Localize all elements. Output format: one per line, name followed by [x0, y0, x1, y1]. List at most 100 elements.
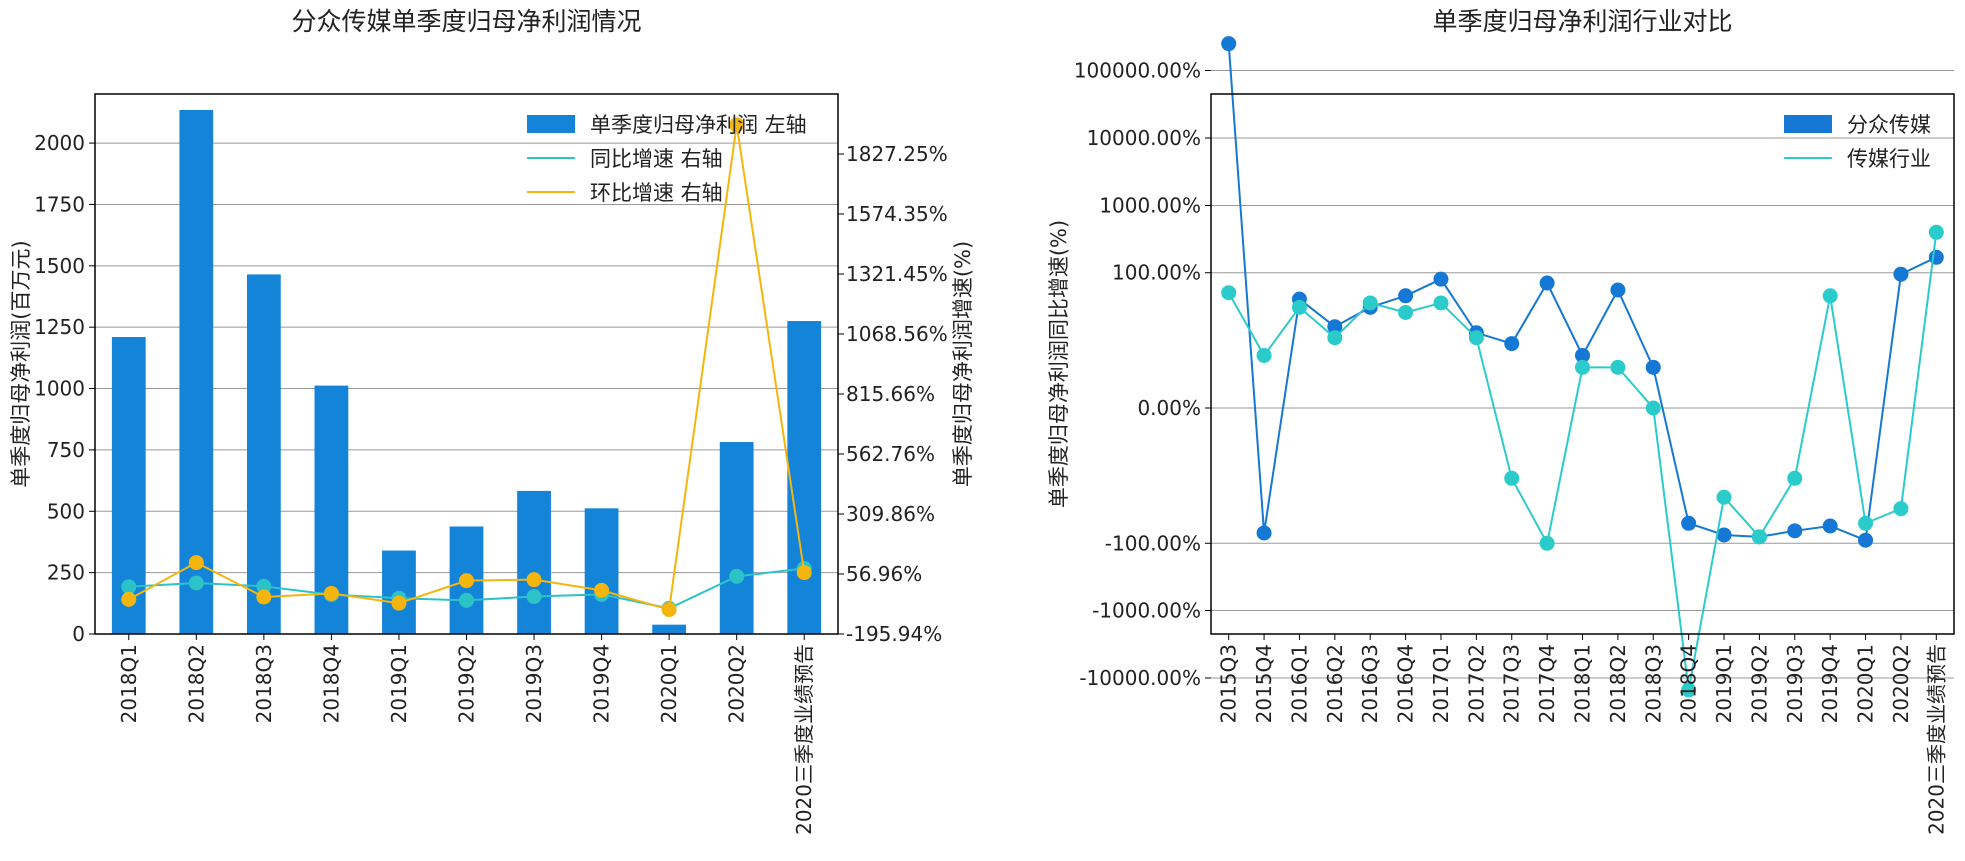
- chart-2-industry-point: [1822, 288, 1838, 304]
- chart-2-company-point: [1858, 532, 1874, 548]
- chart-1-y2tick-label: 1827.25%: [846, 142, 948, 166]
- chart-2-ytick-label: 10000.00%: [1087, 126, 1201, 150]
- chart-2-xtick-label: 2017Q1: [1429, 644, 1453, 723]
- chart-2-company-point: [1787, 523, 1803, 539]
- chart-1-legend-label: 单季度归母净利润 左轴: [590, 113, 807, 137]
- chart-1-ytick-label: 750: [47, 438, 85, 462]
- chart-2-industry-point: [1645, 400, 1661, 416]
- chart-2-industry-point: [1787, 470, 1803, 486]
- chart-1-yoy-point: [459, 592, 474, 608]
- chart-2: 单季度归母净利润行业对比 -10000.00% -1000.00% -100.00% 0…: [1047, 7, 1955, 835]
- chart-2-ytick-label: 0.00%: [1137, 396, 1201, 420]
- chart-1-legend-swatch: [527, 115, 575, 133]
- chart-2-xtick-label: 2017Q4: [1535, 644, 1559, 723]
- chart-1-ytick-label: 1750: [34, 192, 85, 216]
- chart-1-y2tick-label: 1321.45%: [846, 262, 948, 286]
- chart-2-industry-point: [1610, 359, 1626, 375]
- chart-2-ytick-label: -10000.00%: [1079, 666, 1201, 690]
- chart-2-company-point: [1398, 288, 1414, 304]
- chart-1-bar: [246, 274, 281, 634]
- chart-1: 分众传媒单季度归母净利润情况 0 250 500 750 1000 1250 1500 1750…: [9, 7, 975, 835]
- chart-2-industry-point: [1433, 295, 1449, 311]
- chart-1-qoq-point: [121, 591, 137, 607]
- chart-2-ytick-label: -100.00%: [1105, 531, 1201, 555]
- chart-1-yoy-point: [256, 578, 272, 594]
- chart-2-xtick-label: 2019Q2: [1747, 644, 1771, 723]
- chart-1-y2tick-label: 56.96%: [846, 562, 922, 586]
- chart-2-industry-point: [1575, 359, 1590, 375]
- chart-1-y2tick-label: -195.94%: [846, 622, 942, 646]
- chart-1-ylabel: 单季度归母净利润(百万元): [9, 240, 33, 487]
- chart-2-industry-point: [1716, 489, 1732, 505]
- chart-2-legend-label: 传媒行业: [1847, 147, 1931, 171]
- chart-1-xtick-label: 2018Q2: [184, 644, 208, 723]
- chart-1-qoq-point: [323, 585, 339, 601]
- chart-1-qoq-point: [256, 589, 272, 605]
- chart-2-ytick-label: -1000.00%: [1092, 599, 1201, 623]
- chart-2-xtick-label: 2015Q4: [1252, 644, 1276, 723]
- chart-2-industry-point: [1256, 347, 1272, 363]
- chart-2-xtick-label: 2019Q4: [1818, 644, 1842, 723]
- chart-1-xtick-label: 2018Q1: [117, 644, 141, 723]
- chart-2-company-point: [1433, 271, 1449, 287]
- chart-2-company-point: [1221, 36, 1237, 52]
- chart-1-qoq-point: [661, 602, 677, 618]
- chart-2-xtick-label: 2017Q3: [1500, 644, 1524, 723]
- chart-2-industry-point: [1362, 295, 1378, 311]
- chart-1-qoq-point: [729, 117, 745, 133]
- chart-2-xtick-label: 2016Q2: [1323, 644, 1347, 723]
- chart-1-ytick-label: 1500: [34, 254, 85, 278]
- chart-1-xtick-label: 2019Q1: [387, 644, 411, 723]
- chart-1-bar: [719, 442, 754, 634]
- chart-1-yoy-point: [526, 589, 542, 605]
- chart-1-y2label: 单季度归母净利润增速(%): [951, 241, 975, 487]
- chart-1-title: 分众传媒单季度归母净利润情况: [291, 7, 641, 36]
- chart-1-xtick-label: 2018Q4: [319, 644, 343, 723]
- chart-2-xtick-label: 2019Q3: [1783, 644, 1807, 723]
- chart-1-ytick-label: 1000: [34, 377, 85, 401]
- chart-2-industry-point: [1928, 224, 1944, 240]
- chart-2-ytick-label: 100.00%: [1112, 261, 1201, 285]
- chart-2-xtick-label: 2018Q4: [1677, 644, 1701, 723]
- chart-2-legend-label: 分众传媒: [1847, 113, 1931, 137]
- chart-2-company-point: [1645, 359, 1661, 375]
- chart-2-xtick-label: 2016Q3: [1358, 644, 1382, 723]
- chart-2-company-point: [1893, 266, 1909, 282]
- chart-1-qoq-point: [526, 572, 542, 588]
- chart-1-y2tick-label: 1574.35%: [846, 202, 948, 226]
- chart-2-company-point: [1716, 527, 1732, 543]
- chart-2-xtick-label: 2017Q2: [1464, 644, 1488, 723]
- chart-2-industry-point: [1327, 330, 1343, 346]
- chart-2-company-point: [1610, 282, 1626, 298]
- chart-1-bar: [179, 109, 214, 635]
- chart-1-qoq-point: [391, 595, 407, 611]
- chart-1-bar: [787, 321, 822, 634]
- chart-1-xtick-label: 2019Q2: [455, 644, 479, 723]
- chart-1-ytick-label: 1250: [34, 315, 85, 339]
- chart-2-company-point: [1539, 275, 1555, 291]
- chart-1-y2tick-label: 562.76%: [846, 442, 935, 466]
- chart-2-industry-point: [1221, 285, 1237, 301]
- chart-2-xtick-label: 2019Q1: [1712, 644, 1736, 723]
- chart-2-industry-point: [1539, 535, 1555, 551]
- chart-2-ytick-label: 100000.00%: [1074, 58, 1201, 82]
- chart-1-qoq-point: [459, 573, 474, 589]
- chart-2-company-point: [1327, 319, 1343, 335]
- chart-2-company-point: [1822, 518, 1838, 534]
- chart-2-industry-point: [1291, 299, 1307, 315]
- chart-2-industry-point: [1681, 682, 1697, 698]
- chart-2-industry-point: [1893, 501, 1909, 517]
- chart-1-xtick-label: 2019Q3: [522, 644, 546, 723]
- chart-1-y2tick-label: 309.86%: [846, 502, 935, 526]
- chart-2-xtick-label: 2020三季度业绩预告: [1924, 644, 1948, 835]
- chart-1-bar: [584, 508, 619, 634]
- chart-1-yoy-point: [729, 568, 745, 584]
- chart-2-industry-point: [1468, 330, 1484, 346]
- chart-2-company-point: [1575, 347, 1590, 363]
- chart-1-qoq-point: [188, 555, 204, 571]
- chart-2-xtick-label: 2016Q1: [1287, 644, 1311, 723]
- chart-2-xtick-label: 2015Q3: [1217, 644, 1241, 723]
- chart-2-xtick-label: 2018Q1: [1571, 644, 1595, 723]
